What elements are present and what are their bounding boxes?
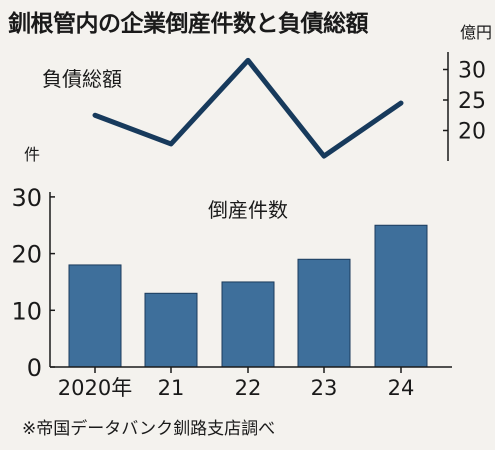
bar bbox=[68, 264, 122, 368]
bar-y-tick-label: 10 bbox=[11, 297, 42, 325]
bar bbox=[374, 224, 428, 368]
line-y-tick-label: 20 bbox=[458, 120, 486, 145]
bar bbox=[297, 258, 351, 368]
bar-y-tick-label: 0 bbox=[27, 354, 42, 382]
chart-title: 釧根管内の企業倒産件数と負債総額 bbox=[8, 11, 369, 37]
bar bbox=[144, 292, 198, 368]
bar-x-tick-label: 24 bbox=[388, 376, 415, 400]
bar-x-tick-label: 23 bbox=[311, 376, 338, 400]
source-note: ※帝国データバンク釧路支店調べ bbox=[22, 419, 276, 439]
bar-y-tick-label: 30 bbox=[11, 184, 42, 212]
bar-x-tick-label: 21 bbox=[158, 376, 185, 400]
debt-line-chart: 億円 20 25 30 負債総額 bbox=[42, 23, 492, 161]
line-y-tick-label: 30 bbox=[458, 59, 486, 84]
bankruptcy-bar-chart: 件 0 10 20 30 倒産件数 2020年 21 22 23 24 bbox=[11, 145, 452, 400]
bar-series-label: 倒産件数 bbox=[208, 198, 288, 222]
bar-x-tick-label: 2020年 bbox=[58, 376, 132, 400]
bar bbox=[221, 281, 275, 368]
line-y-unit: 億円 bbox=[460, 23, 492, 42]
bar-y-tick-label: 20 bbox=[11, 241, 42, 269]
line-y-tick-label: 25 bbox=[458, 89, 486, 114]
bar-y-unit: 件 bbox=[24, 145, 40, 164]
debt-series-line bbox=[92, 57, 404, 159]
line-series-label: 負債総額 bbox=[42, 67, 122, 91]
bar-x-tick-label: 22 bbox=[235, 376, 262, 400]
